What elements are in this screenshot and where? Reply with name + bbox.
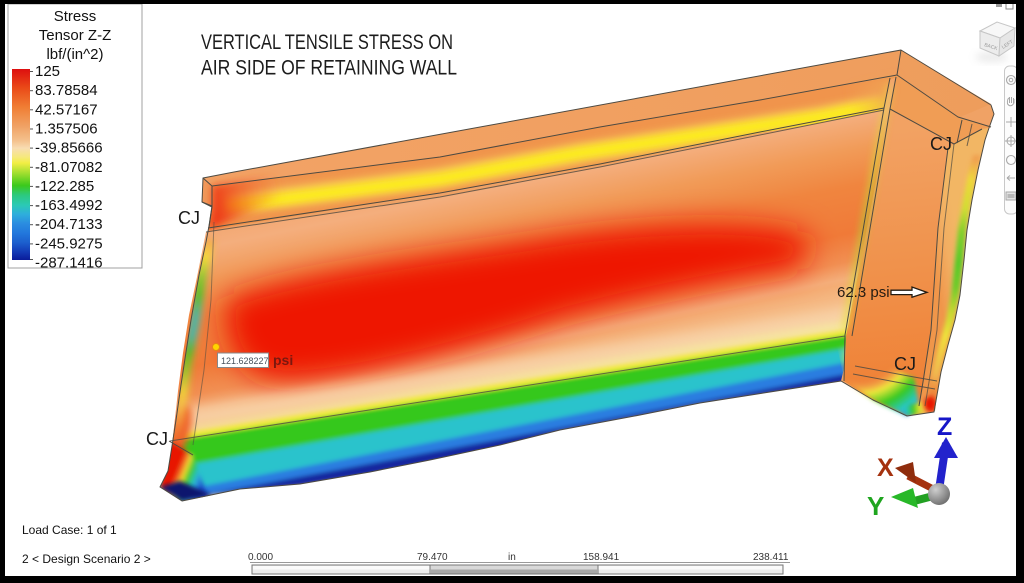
svg-text:2 < Design Scenario 2 >: 2 < Design Scenario 2 > — [22, 552, 151, 566]
svg-text:Load Case: 1 of 1: Load Case: 1 of 1 — [22, 523, 117, 537]
svg-text:X: X — [877, 454, 894, 482]
svg-text:CJ: CJ — [146, 429, 168, 449]
svg-text:-163.4992: -163.4992 — [35, 197, 103, 214]
svg-text:238.411: 238.411 — [753, 552, 789, 563]
svg-text:-287.1416: -287.1416 — [35, 255, 103, 272]
svg-text:lbf/(in^2): lbf/(in^2) — [46, 46, 103, 63]
svg-text:CJ: CJ — [930, 134, 952, 154]
svg-text:LEFT: LEFT — [1001, 39, 1015, 51]
svg-text:121.628227: 121.628227 — [221, 356, 269, 366]
svg-text:BACK: BACK — [983, 42, 998, 52]
svg-text:-245.9275: -245.9275 — [35, 235, 103, 252]
svg-text:in: in — [508, 552, 516, 563]
svg-text:1.357506: 1.357506 — [35, 121, 98, 138]
svg-text:-122.285: -122.285 — [35, 178, 94, 195]
svg-text:CJ: CJ — [894, 354, 916, 374]
svg-text:VERTICAL TENSILE STRESS ON: VERTICAL TENSILE STRESS ON — [201, 31, 453, 54]
svg-text:125: 125 — [35, 63, 60, 80]
svg-text:62.3 psi: 62.3 psi — [837, 284, 890, 301]
svg-text:psi: psi — [273, 352, 293, 368]
svg-text:0.000: 0.000 — [248, 552, 273, 563]
svg-text:Y: Y — [867, 491, 884, 521]
svg-text:CJ: CJ — [178, 208, 200, 228]
svg-text:83.78584: 83.78584 — [35, 82, 98, 99]
svg-text:-39.85666: -39.85666 — [35, 140, 103, 157]
svg-text:AIR SIDE OF RETAINING WALL: AIR SIDE OF RETAINING WALL — [201, 57, 457, 80]
svg-text:-81.07082: -81.07082 — [35, 159, 103, 176]
svg-text:42.57167: 42.57167 — [35, 101, 98, 118]
svg-text:79.470: 79.470 — [417, 552, 448, 563]
svg-text:158.941: 158.941 — [583, 552, 620, 563]
svg-text:Stress: Stress — [54, 8, 97, 25]
svg-text:Tensor Z-Z: Tensor Z-Z — [39, 27, 112, 44]
svg-text:Z: Z — [937, 413, 952, 441]
svg-text:-204.7133: -204.7133 — [35, 216, 103, 233]
